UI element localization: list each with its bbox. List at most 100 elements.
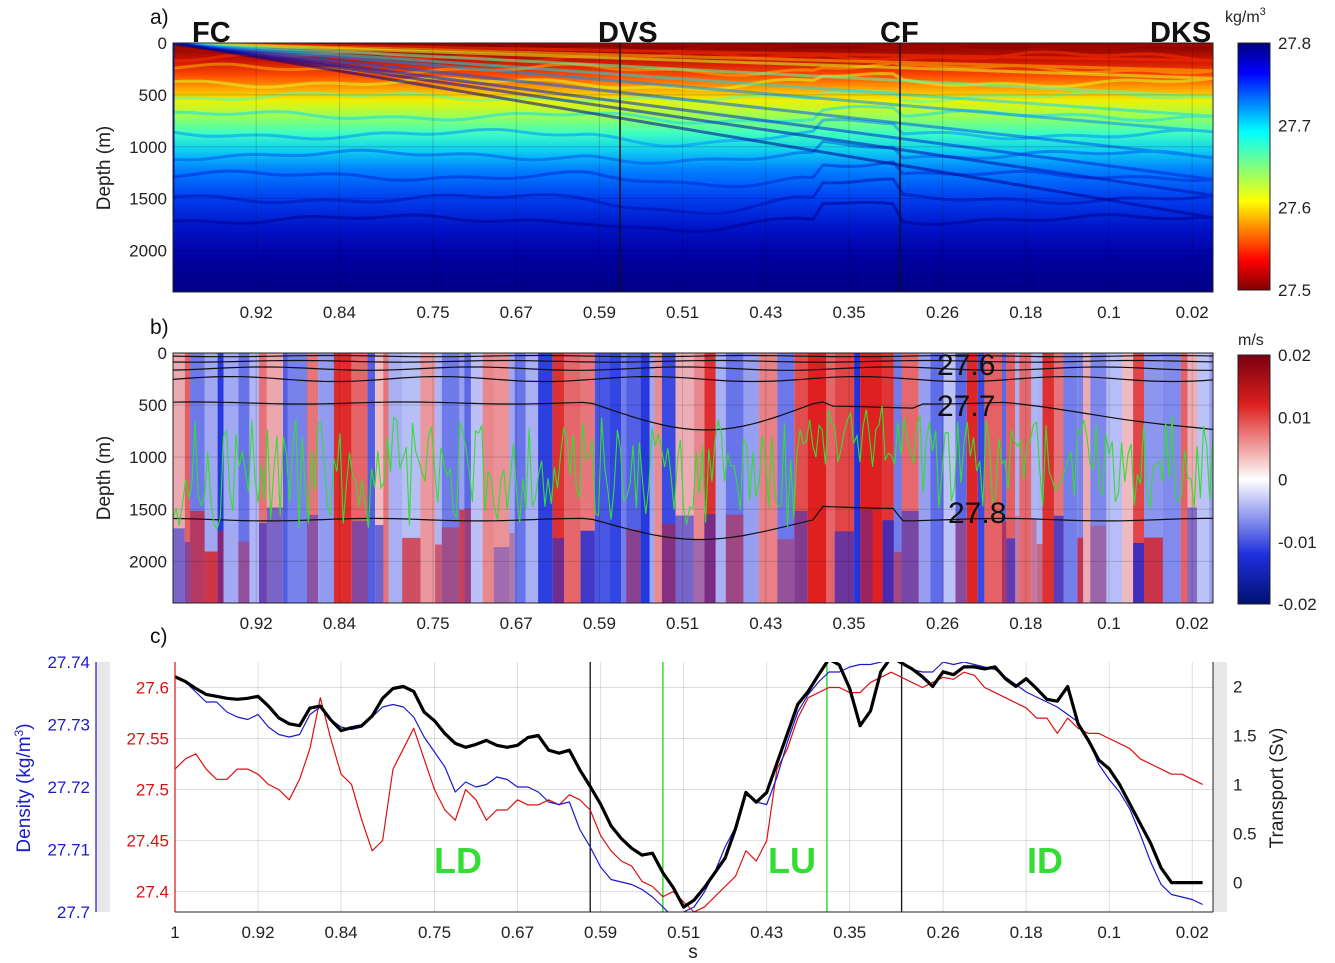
density-inner-tick: 27.6: [136, 679, 169, 698]
x-tick-label-b: 0.18: [1009, 614, 1042, 633]
isopycnal-band-edge: [173, 43, 1213, 216]
colorbar-a-tick: 27.8: [1278, 34, 1311, 53]
velocity-stripe: [1002, 353, 1007, 603]
velocity-stripe: [984, 353, 1002, 603]
velocity-patch: [1144, 537, 1163, 603]
colorbar-b-tick: -0.02: [1278, 595, 1317, 614]
velocity-stripe: [826, 353, 835, 603]
isopycnal-band-edge: [173, 43, 1213, 234]
velocity-stripe: [1036, 353, 1043, 603]
velocity-stripe: [872, 353, 883, 603]
velocity-stripe: [1053, 353, 1064, 603]
density-inner-tick: 27.55: [126, 730, 169, 749]
y-tick-label-b: 1500: [129, 500, 167, 519]
y-tick-label-b: 2000: [129, 552, 167, 571]
isopycnal-contour: [173, 354, 1213, 358]
velocity-patch: [704, 514, 716, 603]
x-tick-label-b: 0.84: [323, 614, 356, 633]
x-tick-label-a: 0.92: [240, 303, 273, 322]
panel-c-series: [175, 662, 1203, 912]
velocity-patch: [184, 542, 191, 603]
colorbar-a-tick: 27.6: [1278, 199, 1311, 218]
isopycnal-band-edge: [173, 43, 1213, 165]
velocity-patch: [238, 541, 250, 603]
velocity-stripe: [538, 353, 553, 603]
velocity-patch: [675, 515, 694, 603]
density-isopycnal-bands: [173, 43, 1213, 234]
contour-label-27-6: 27.6: [937, 349, 995, 382]
mixed-layer-depth-line: [173, 405, 1213, 531]
velocity-stripe: [1180, 353, 1188, 603]
panel-a-label: a): [150, 6, 169, 29]
velocity-patch: [693, 540, 705, 603]
velocity-stripe: [640, 353, 650, 603]
panel-c-gridlines: [175, 662, 1213, 912]
x-tick-label-c: 0.02: [1176, 923, 1209, 942]
velocity-stripe: [459, 353, 465, 603]
density-outer-ticks: 27.74 27.73 27.72 27.71 27.7: [47, 653, 90, 922]
y-tick-label-a: 500: [139, 86, 167, 105]
velocity-patch: [1187, 507, 1197, 603]
velocity-stripe: [693, 353, 705, 603]
panel-c-xlabel: s: [688, 942, 698, 963]
velocity-patch: [1036, 543, 1043, 603]
velocity-stripe: [1019, 353, 1032, 603]
x-tick-label-c: 0.35: [833, 923, 866, 942]
panel-a-frame: [172, 42, 1214, 293]
x-tick-label-a: 0.84: [323, 303, 356, 322]
velocity-patch: [173, 528, 185, 603]
x-tick-label-c: 0.75: [418, 923, 451, 942]
panel-a-gridlines: [173, 43, 1213, 292]
velocity-stripe: [564, 353, 581, 603]
colorbar-a-tick: 27.5: [1278, 281, 1311, 300]
contour-label-27-7: 27.7: [937, 390, 995, 423]
region-label-dvs: DVS: [598, 17, 658, 49]
x-tick-label-c: 0.18: [1010, 923, 1043, 942]
velocity-stripe: [966, 353, 978, 603]
velocity-stripe: [1077, 353, 1084, 603]
panel-c-ylabel-left: Density (kg/m3): [12, 723, 35, 852]
x-tick-label-a: 0.02: [1176, 303, 1209, 322]
density-inner-ticks: 27.6 27.55 27.5 27.45 27.4: [126, 679, 169, 902]
x-tick-label-a: 0.18: [1009, 303, 1042, 322]
velocity-stripe: [854, 353, 861, 603]
x-tick-label-c: 0.1: [1097, 923, 1121, 942]
density-outer-tick: 27.72: [47, 778, 90, 797]
isopycnal-contour: [173, 359, 1213, 363]
density-inner-tick: 27.45: [126, 832, 169, 851]
y-tick-label-a: 1500: [129, 190, 167, 209]
velocity-patch: [351, 520, 368, 603]
velocity-stripe: [1006, 353, 1016, 603]
velocity-stripe: [464, 353, 471, 603]
region-label-fc: FC: [192, 17, 231, 49]
velocity-stripe: [420, 353, 436, 603]
velocity-colorbar-ticks: 0.02 0.01 0 -0.01 -0.02: [1278, 346, 1317, 614]
x-tick-label-b: 0.75: [416, 614, 449, 633]
density-colorbar-ticks: 27.8 27.7 27.6 27.5: [1278, 34, 1311, 300]
x-tick-label-c: 0.84: [325, 923, 358, 942]
velocity-stripe: [249, 353, 259, 603]
velocity-stripe: [654, 353, 662, 603]
panel-c-x-ticks: 1 0.92 0.84 0.75 0.67 0.59 0.51 0.43 0.35 0.26 0.1…: [170, 923, 1209, 942]
velocity-stripe: [661, 353, 676, 603]
density-inner-tick: 27.5: [136, 781, 169, 800]
velocity-patch: [375, 525, 384, 603]
region-label-ld: LD: [434, 840, 482, 881]
velocity-stripe: [759, 353, 778, 603]
velocity-stripe: [807, 353, 827, 603]
velocity-patch: [955, 518, 967, 603]
transport-tick: 1: [1233, 776, 1242, 795]
velocity-patch: [509, 533, 515, 603]
velocity-stripe: [351, 353, 368, 603]
velocity-stripe: [1015, 353, 1020, 603]
density-red-series-line: [175, 671, 1203, 912]
region-label-id: ID: [1027, 840, 1063, 881]
velocity-patch: [1002, 521, 1007, 603]
colorbar-b-tick: 0.02: [1278, 346, 1311, 365]
velocity-stripe: [283, 353, 288, 603]
velocity-patch: [725, 514, 744, 603]
transport-tick: 1.5: [1233, 727, 1257, 746]
velocity-stripe: [704, 353, 716, 603]
region-label-lu: LU: [768, 840, 816, 881]
velocity-patch: [1077, 537, 1084, 603]
